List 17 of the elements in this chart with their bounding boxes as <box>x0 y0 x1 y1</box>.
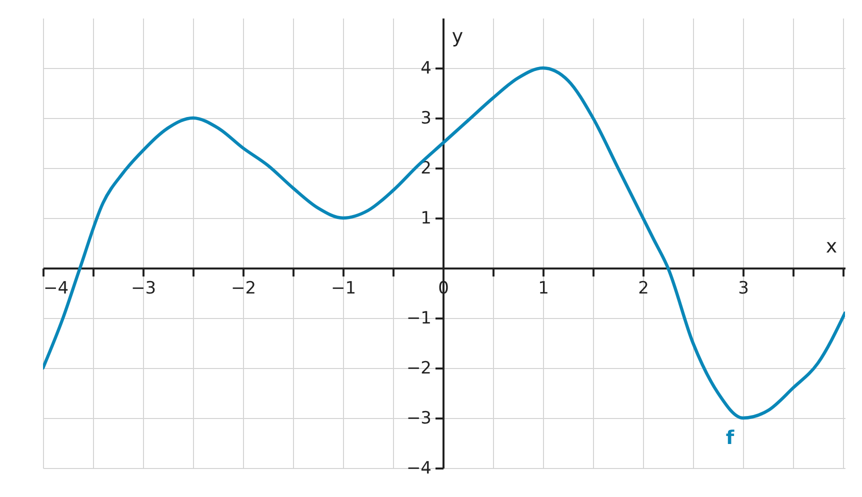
x-tick-label: −3 <box>130 278 156 298</box>
y-tick-label: 3 <box>420 108 432 128</box>
y-tick-label: 1 <box>420 208 432 228</box>
x-tick-label: −1 <box>330 278 356 298</box>
y-tick-label: −2 <box>406 358 432 378</box>
y-tick-label: −3 <box>406 408 432 428</box>
y-tick-label: −1 <box>406 308 432 328</box>
x-tick-label: 3 <box>738 278 749 298</box>
x-tick-label: −4 <box>44 278 69 298</box>
y-axis-title: y <box>452 26 464 48</box>
x-tick-label: 1 <box>538 278 549 298</box>
y-tick-label: 4 <box>420 58 432 78</box>
y-tick-label: −4 <box>406 458 432 478</box>
x-tick-label: −2 <box>230 278 256 298</box>
x-axis-title: x <box>826 236 838 258</box>
annotation: f <box>726 427 735 449</box>
x-tick-label: 2 <box>638 278 649 298</box>
